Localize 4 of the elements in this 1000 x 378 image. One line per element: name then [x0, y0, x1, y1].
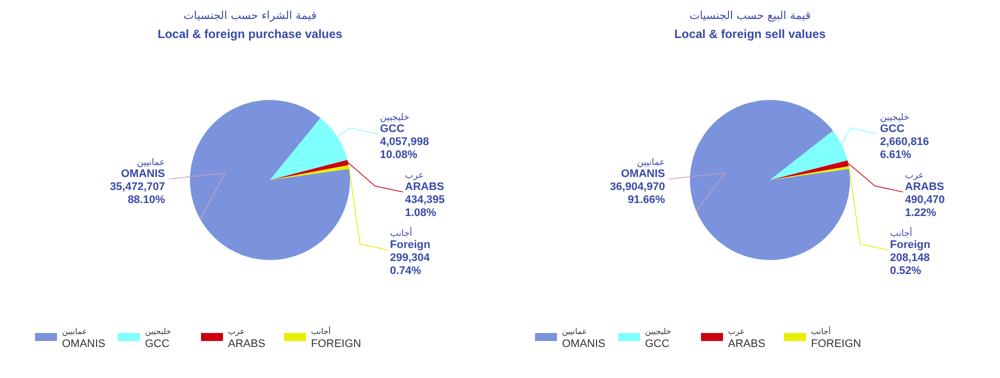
chart-subtitle: Local & foreign purchase values [158, 27, 343, 41]
chart-title: قيمة الشراء حسب الجنسيات [184, 9, 316, 22]
chart-title: قيمة البيع حسب الجنسيات [689, 9, 811, 22]
chart-subtitle: Local & foreign sell values [674, 27, 826, 41]
